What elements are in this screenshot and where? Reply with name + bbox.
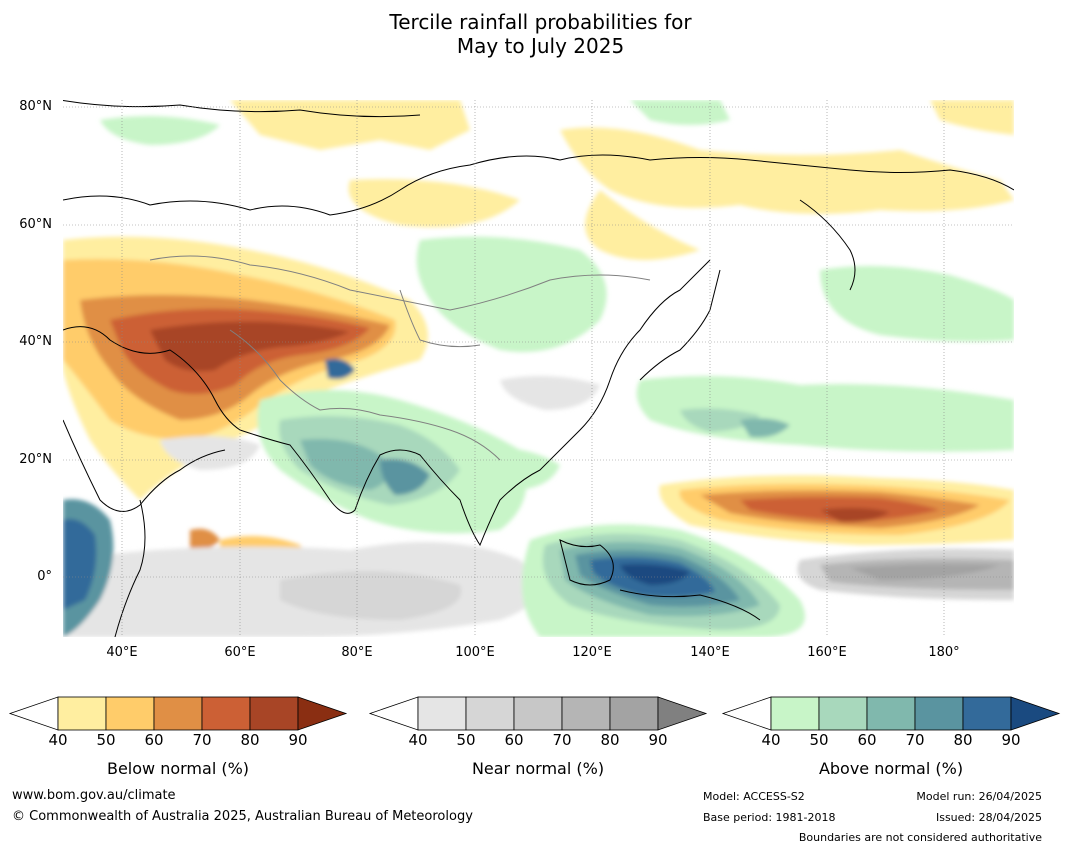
map-field <box>63 100 1014 637</box>
colorbar-below-tick: 70 <box>192 731 212 749</box>
colorbar-above-segment <box>962 696 1012 731</box>
colorbar-below-tick: 90 <box>288 731 308 749</box>
colorbar-near-segment <box>465 696 515 731</box>
colorbar-below-high-extend <box>297 696 348 731</box>
lat-label-60n: 60°N <box>19 217 52 232</box>
colorbar-below-tick: 40 <box>48 731 68 749</box>
colorbar-near-tick: 60 <box>504 731 524 749</box>
lon-label-40e: 40°E <box>106 645 138 660</box>
colorbar-title-above: Above normal (%) <box>818 759 964 778</box>
colorbar-above-low-extend <box>721 696 772 731</box>
colorbar-near-tick: 70 <box>552 731 572 749</box>
gridlines <box>63 100 1014 637</box>
colorbar-title-near: Near normal (%) <box>471 759 605 778</box>
colorbar-near-segment <box>417 696 467 731</box>
colorbar-below-segment <box>249 696 299 731</box>
colorbar-above-tick: 60 <box>857 731 877 749</box>
colorbar-above-segment <box>770 696 820 731</box>
colorbar-above-tick: 50 <box>809 731 829 749</box>
coastlines <box>63 100 1014 637</box>
colorbar-above-segment <box>914 696 964 731</box>
colorbar-above <box>721 696 1061 731</box>
colorbar-above-segment <box>818 696 868 731</box>
lon-label-100e: 100°E <box>455 645 495 660</box>
title-line-2: May to July 2025 <box>456 34 625 58</box>
colorbars <box>8 696 1061 731</box>
lat-label-80n: 80°N <box>19 99 52 114</box>
colorbar-below-segment <box>201 696 251 731</box>
colorbar-below-segment <box>57 696 107 731</box>
colorbar-near-segment <box>513 696 563 731</box>
disclaimer-text: Boundaries are not considered authoritat… <box>798 831 1042 844</box>
title-line-1: Tercile rainfall probabilities for <box>389 10 692 34</box>
colorbar-near-tick: 50 <box>456 731 476 749</box>
chart-title: Tercile rainfall probabilities for May t… <box>0 10 1081 58</box>
lon-label-60e: 60°E <box>224 645 256 660</box>
colorbar-near-tick: 40 <box>408 731 428 749</box>
country-borders <box>149 255 651 461</box>
colorbar-near-high-extend <box>657 696 708 731</box>
website-link[interactable]: www.bom.gov.au/climate <box>12 788 176 803</box>
colorbar-near-tick: 90 <box>648 731 668 749</box>
model-run-text: Model run: 26/04/2025 <box>916 790 1042 803</box>
model-text: Model: ACCESS-S2 <box>703 790 805 803</box>
colorbar-above-high-extend <box>1010 696 1061 731</box>
lon-label-140e: 140°E <box>690 645 730 660</box>
colorbar-below-tick: 50 <box>96 731 116 749</box>
colorbar-below-tick: 80 <box>240 731 260 749</box>
lon-label-80e: 80°E <box>341 645 373 660</box>
lat-label-20n: 20°N <box>19 452 52 467</box>
colorbar-below-segment <box>105 696 155 731</box>
copyright-text: © Commonwealth of Australia 2025, Austra… <box>12 809 473 824</box>
colorbar-above-tick: 80 <box>953 731 973 749</box>
lon-label-120e: 120°E <box>572 645 612 660</box>
colorbar-above-tick: 70 <box>905 731 925 749</box>
colorbar-below-low-extend <box>8 696 59 731</box>
lat-label-40n: 40°N <box>19 334 52 349</box>
colorbar-above-tick: 90 <box>1001 731 1021 749</box>
lon-label-180: 180° <box>928 645 960 660</box>
issued-text: Issued: 28/04/2025 <box>935 811 1042 824</box>
colorbar-near-tick: 80 <box>600 731 620 749</box>
lon-label-160e: 160°E <box>807 645 847 660</box>
colorbar-near <box>368 696 708 731</box>
colorbar-above-segment <box>866 696 916 731</box>
colorbar-title-below: Below normal (%) <box>106 759 250 778</box>
colorbar-above-tick: 40 <box>761 731 781 749</box>
base-period-text: Base period: 1981-2018 <box>703 811 836 824</box>
colorbar-below-segment <box>153 696 203 731</box>
probability-shading <box>63 100 1014 637</box>
colorbar-near-segment <box>609 696 659 731</box>
colorbar-below <box>8 696 348 731</box>
colorbar-near-low-extend <box>368 696 419 731</box>
colorbar-near-segment <box>561 696 611 731</box>
colorbar-below-tick: 60 <box>144 731 164 749</box>
lat-label-0: 0° <box>37 569 52 584</box>
